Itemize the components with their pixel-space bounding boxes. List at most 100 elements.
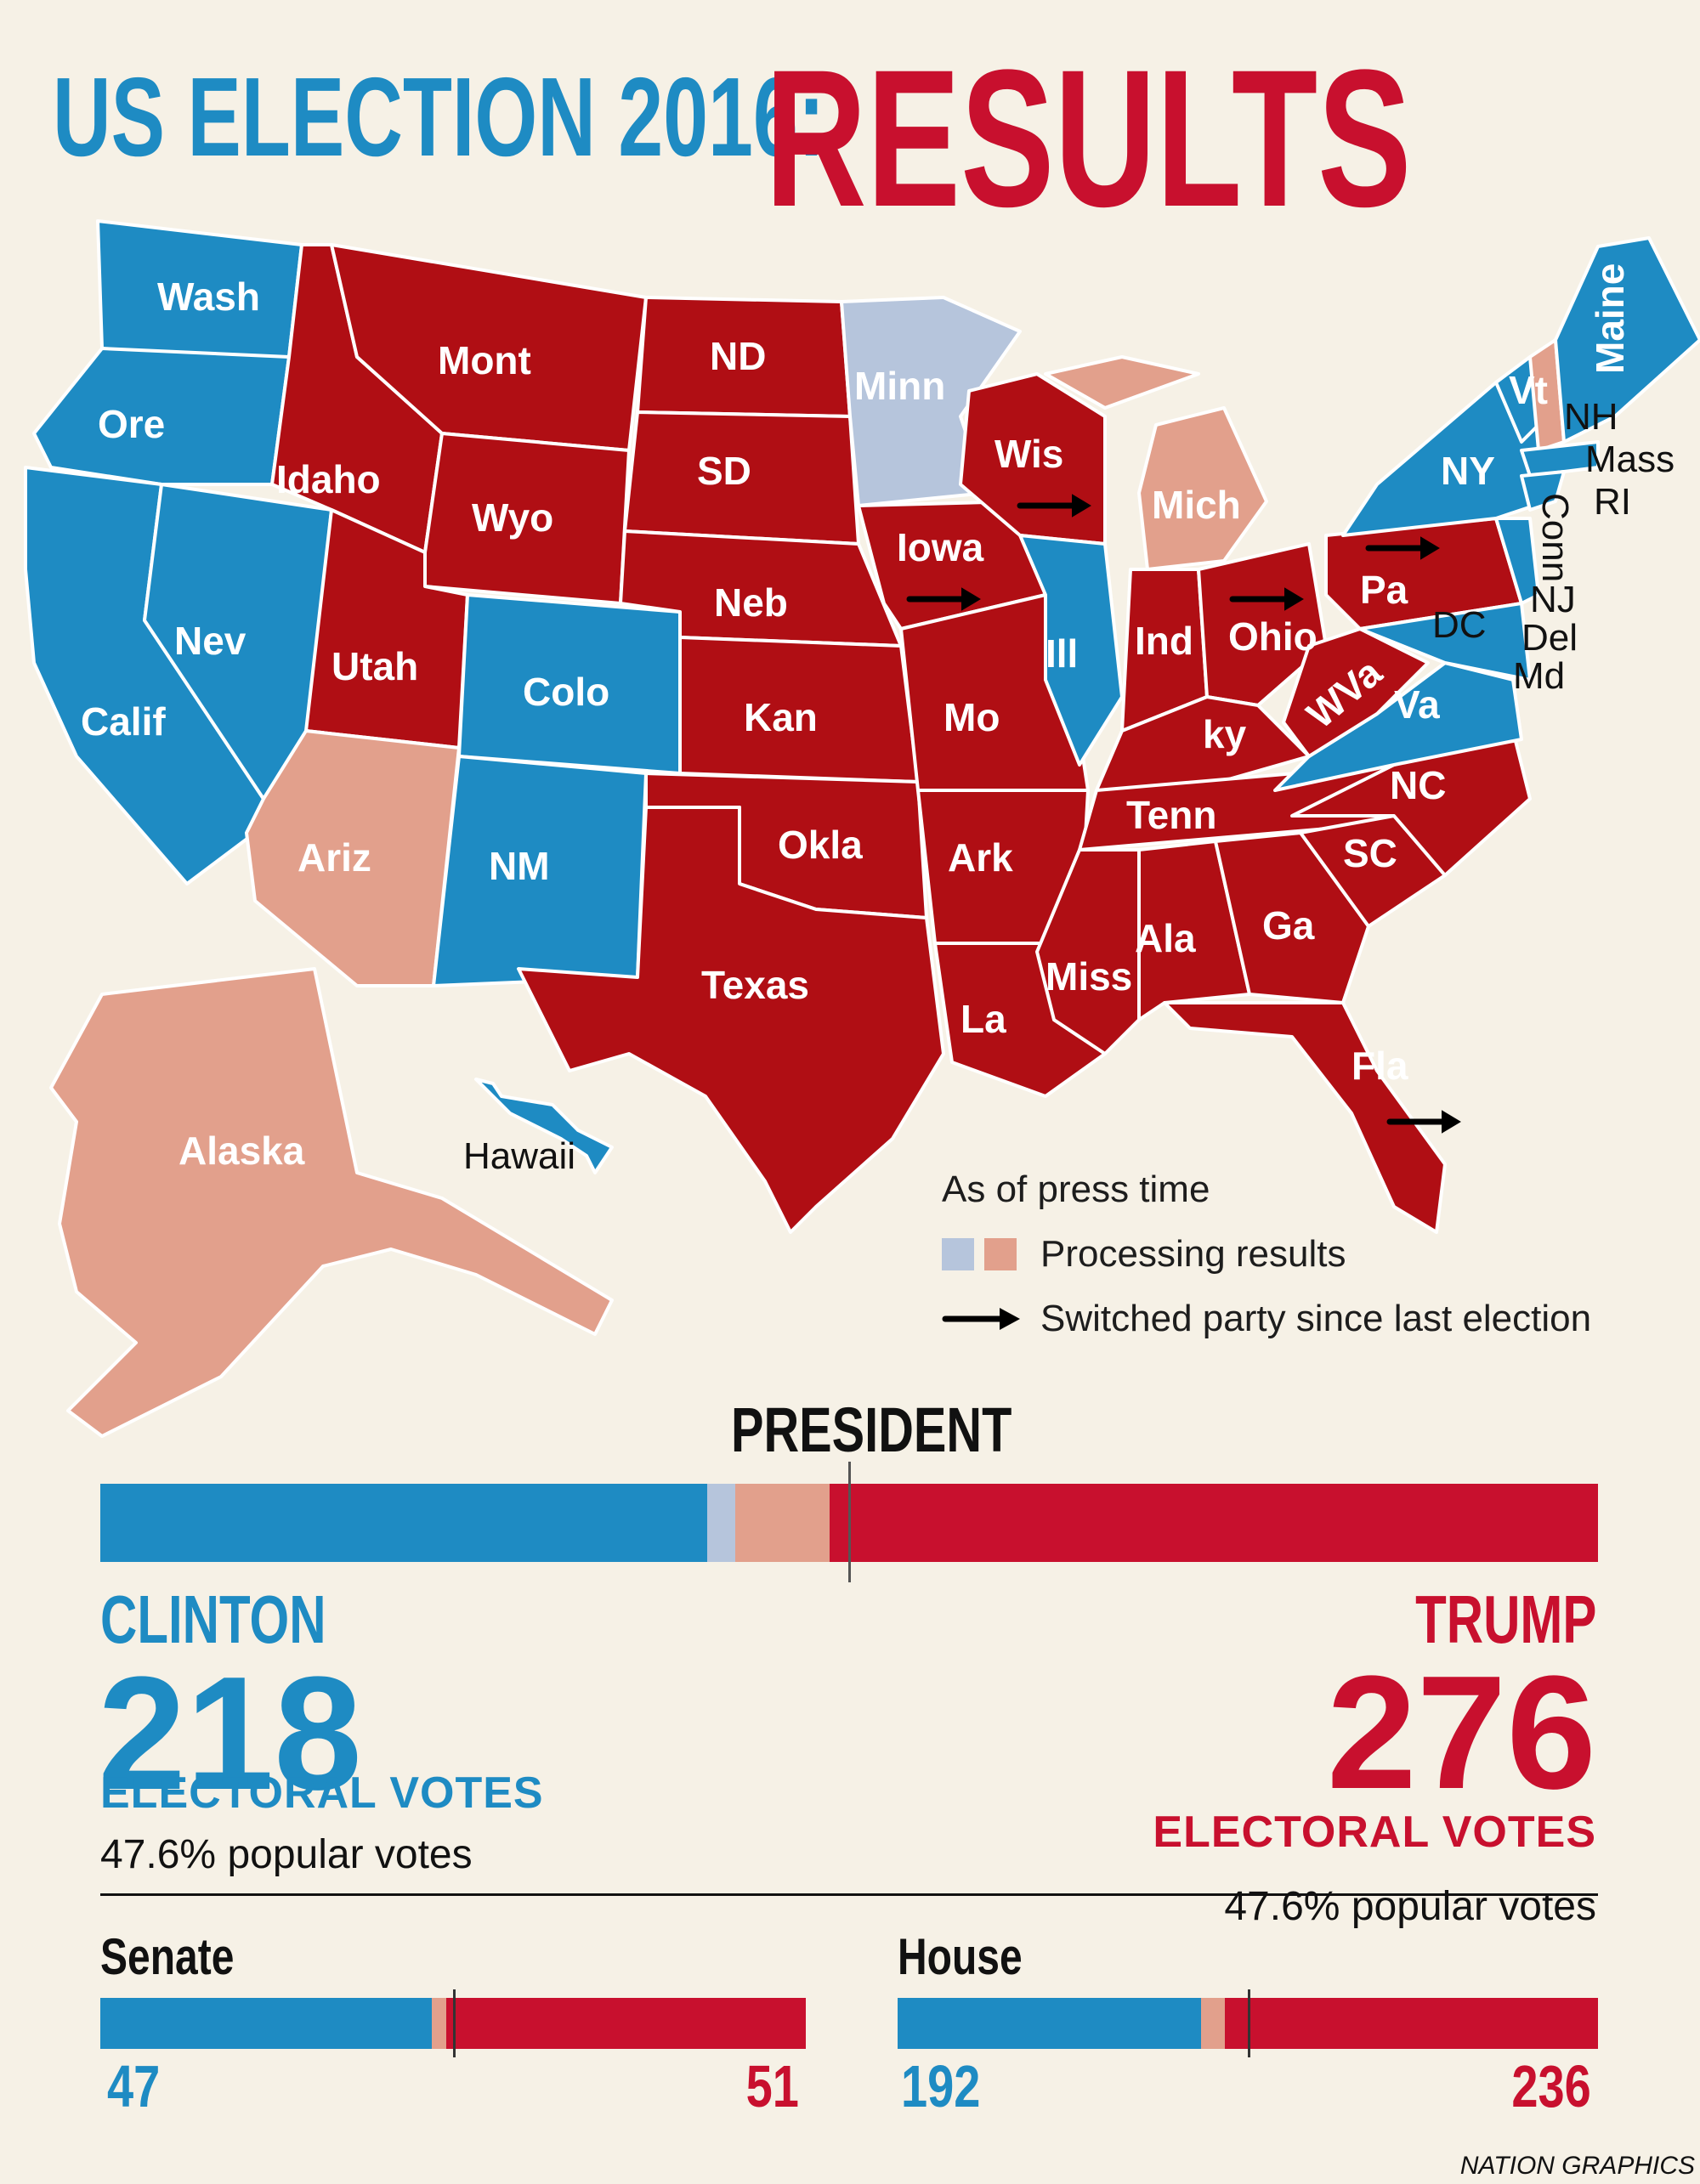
trump-ev-label: ELECTORAL VOTES xyxy=(1153,1808,1596,1857)
label-ind: Ind xyxy=(1135,619,1193,663)
clinton-electoral-votes: 218 xyxy=(98,1644,362,1824)
label-ky: ky xyxy=(1203,712,1247,756)
majority-line xyxy=(848,1462,851,1582)
senate-bar-rep xyxy=(445,1998,806,2049)
president-bar xyxy=(100,1484,1598,1562)
label-del: Del xyxy=(1522,617,1578,659)
label-ny: NY xyxy=(1441,449,1495,493)
label-calif: Calif xyxy=(81,699,166,744)
legend-heading: As of press time xyxy=(942,1168,1210,1210)
trump-block: TRUMP 276 ELECTORAL VOTES 47.6% popular … xyxy=(1153,1581,1596,1930)
state-mich xyxy=(1137,406,1268,571)
label-md: Md xyxy=(1513,655,1565,697)
switched-arrow-icon xyxy=(1017,494,1091,518)
senate-bar xyxy=(100,1989,806,2057)
state-fla xyxy=(1163,1001,1447,1234)
legend-switched: Switched party since last election xyxy=(1040,1298,1592,1339)
processing-rep-swatch xyxy=(984,1238,1017,1270)
title-main: RESULTS xyxy=(765,29,1412,247)
label-alaska: Alaska xyxy=(178,1129,305,1173)
label-hawaii: Hawaii xyxy=(463,1135,575,1177)
state-md xyxy=(1358,602,1532,682)
house-dem-count: 192 xyxy=(901,2053,981,2119)
switched-arrow-icon xyxy=(1365,536,1440,560)
label-ri: RI xyxy=(1594,481,1631,523)
credit: NATION GRAPHICS xyxy=(1459,2152,1695,2180)
label-mont: Mont xyxy=(438,338,531,382)
label-ariz: Ariz xyxy=(298,835,371,880)
label-miss: Miss xyxy=(1046,954,1132,999)
switched-arrow-icon xyxy=(1229,587,1304,611)
state-maine xyxy=(1554,236,1700,444)
label-nev: Nev xyxy=(174,619,246,663)
label-vt: Vt xyxy=(1509,368,1548,412)
senate-bar-dem xyxy=(100,1998,433,2049)
house-bar-dem xyxy=(898,1998,1202,2049)
switched-arrow-icon xyxy=(1386,1110,1461,1134)
senate-title: Senate xyxy=(100,1928,235,1985)
president-bar-clinton xyxy=(100,1484,707,1562)
label-sd: SD xyxy=(697,449,751,493)
label-idaho: Idaho xyxy=(276,457,381,501)
label-va: Va xyxy=(1394,682,1440,727)
state-conn xyxy=(1520,470,1566,512)
label-ga: Ga xyxy=(1262,903,1315,948)
label-texas: Texas xyxy=(701,963,809,1007)
house-bar-processing xyxy=(1201,1998,1226,2049)
senate-rep-count: 51 xyxy=(745,2053,799,2119)
state-hawaii xyxy=(474,1078,614,1174)
label-iowa: Iowa xyxy=(897,525,984,569)
state-wyo xyxy=(423,432,631,605)
label-kan: Kan xyxy=(744,695,818,739)
divider xyxy=(100,1893,1598,1896)
label-tenn: Tenn xyxy=(1126,793,1216,837)
label-ill: Ill xyxy=(1046,631,1078,676)
label-colo: Colo xyxy=(523,670,609,714)
title-prefix: US ELECTION 2016: xyxy=(53,54,825,179)
label-okla: Okla xyxy=(778,823,863,867)
label-nj: NJ xyxy=(1530,579,1576,620)
president-title: PRESIDENT xyxy=(731,1395,1012,1465)
label-wis: Wis xyxy=(994,432,1063,476)
label-pa: Pa xyxy=(1360,568,1408,612)
label-nm: NM xyxy=(489,844,550,888)
label-sc: SC xyxy=(1343,831,1397,875)
label-ark: Ark xyxy=(948,835,1013,880)
label-neb: Neb xyxy=(714,580,788,625)
label-mo: Mo xyxy=(944,695,1000,739)
house-title: House xyxy=(898,1928,1023,1985)
label-la: La xyxy=(960,997,1006,1041)
label-ore: Ore xyxy=(98,402,165,446)
trump-popular-votes: 47.6% popular votes xyxy=(1224,1884,1596,1929)
state-ohio xyxy=(1197,542,1328,707)
legend-processing: Processing results xyxy=(1040,1233,1346,1275)
us-map: Wash Ore Calif Nev Idaho Mont Wyo Utah C… xyxy=(24,219,1700,1438)
label-maine: Maine xyxy=(1588,263,1632,374)
label-utah: Utah xyxy=(332,644,418,688)
label-ohio: Ohio xyxy=(1228,614,1318,659)
house-bar xyxy=(898,1989,1598,2057)
senate-dem-count: 47 xyxy=(107,2053,161,2119)
state-alaska xyxy=(49,967,614,1438)
label-dc: DC xyxy=(1432,604,1487,646)
state-ill xyxy=(1018,534,1124,767)
processing-dem-swatch xyxy=(942,1238,974,1270)
clinton-ev-label: ELECTORAL VOTES xyxy=(100,1768,544,1818)
switched-arrow-icon xyxy=(906,587,981,611)
president-bar-processing-dem xyxy=(706,1484,735,1562)
label-wyo: Wyo xyxy=(472,495,553,540)
trump-electoral-votes: 276 xyxy=(1326,1643,1596,1823)
house-majority-line xyxy=(1248,1989,1250,2057)
trump-name: TRUMP xyxy=(1414,1581,1596,1657)
clinton-popular-votes: 47.6% popular votes xyxy=(100,1832,473,1877)
state-ala xyxy=(1137,840,1251,1021)
label-nh: NH xyxy=(1564,396,1618,438)
senate-majority-line xyxy=(453,1989,456,2057)
arrow-right-icon xyxy=(942,1308,1020,1330)
state-mich-up xyxy=(1044,355,1200,410)
label-ala: Ala xyxy=(1135,916,1196,960)
clinton-name: CLINTON xyxy=(100,1581,326,1657)
senate-bar-processing xyxy=(432,1998,446,2049)
state-mass xyxy=(1520,440,1600,478)
label-minn: Minn xyxy=(854,364,945,408)
